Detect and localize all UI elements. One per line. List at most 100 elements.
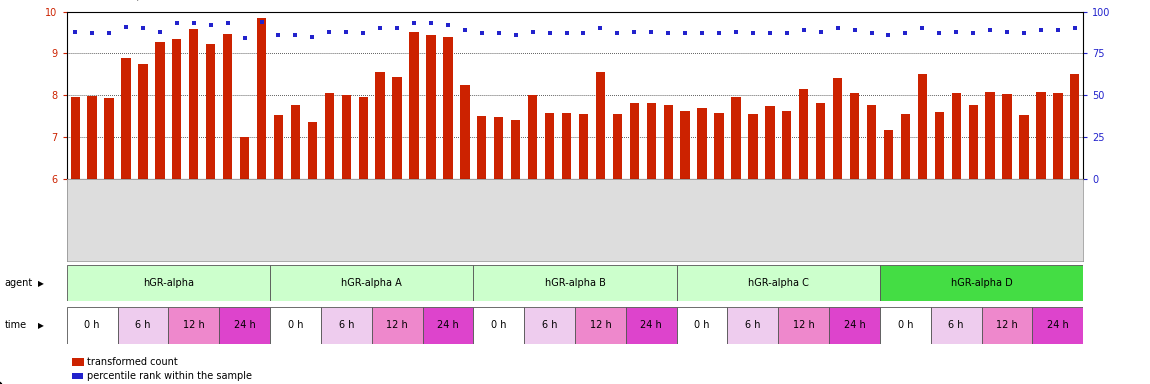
- Text: 0 h: 0 h: [84, 320, 100, 331]
- Text: 6 h: 6 h: [949, 320, 964, 331]
- Point: [523, 28, 542, 35]
- Point: [710, 30, 728, 36]
- Text: hGR-alpha C: hGR-alpha C: [748, 278, 808, 288]
- Bar: [1053, 93, 1063, 179]
- Point: [304, 33, 322, 40]
- Bar: [460, 85, 469, 179]
- Bar: [324, 93, 333, 179]
- Bar: [930, 307, 982, 344]
- Bar: [321, 307, 371, 344]
- Bar: [168, 307, 220, 344]
- Text: ▶: ▶: [38, 279, 44, 288]
- Point: [422, 20, 440, 26]
- Bar: [1003, 94, 1012, 179]
- Point: [269, 32, 288, 38]
- Bar: [206, 44, 215, 179]
- Point: [795, 27, 813, 33]
- Bar: [880, 265, 1083, 301]
- Point: [490, 30, 508, 36]
- Bar: [646, 103, 656, 179]
- Bar: [256, 18, 266, 179]
- Bar: [697, 108, 707, 179]
- Point: [981, 27, 999, 33]
- Point: [286, 32, 305, 38]
- Point: [608, 30, 627, 36]
- Text: 6 h: 6 h: [745, 320, 760, 331]
- Bar: [308, 122, 317, 179]
- Bar: [562, 113, 572, 179]
- Bar: [122, 58, 131, 179]
- Point: [66, 28, 84, 35]
- Text: hGR-alpha A: hGR-alpha A: [342, 278, 402, 288]
- Text: 24 h: 24 h: [1046, 320, 1068, 331]
- Bar: [70, 97, 79, 179]
- Point: [727, 28, 745, 35]
- Text: 24 h: 24 h: [233, 320, 255, 331]
- Point: [1049, 27, 1067, 33]
- Bar: [443, 37, 453, 179]
- Point: [455, 27, 474, 33]
- Point: [574, 30, 592, 36]
- Text: 0 h: 0 h: [898, 320, 913, 331]
- Bar: [918, 74, 927, 179]
- Bar: [138, 64, 147, 179]
- Point: [201, 22, 220, 28]
- Bar: [427, 35, 436, 179]
- Text: 0 h: 0 h: [288, 320, 304, 331]
- Bar: [240, 137, 250, 179]
- Bar: [664, 105, 673, 179]
- Point: [642, 28, 660, 35]
- Bar: [799, 89, 808, 179]
- Point: [828, 25, 846, 31]
- Text: agent: agent: [5, 278, 33, 288]
- Point: [100, 30, 118, 36]
- Point: [659, 30, 677, 36]
- Bar: [220, 307, 270, 344]
- Text: ▶: ▶: [38, 321, 44, 330]
- Text: 12 h: 12 h: [792, 320, 814, 331]
- Bar: [189, 30, 199, 179]
- Bar: [359, 97, 368, 179]
- Point: [777, 30, 796, 36]
- Point: [439, 22, 458, 28]
- Bar: [968, 106, 978, 179]
- Bar: [371, 307, 422, 344]
- Text: percentile rank within the sample: percentile rank within the sample: [87, 371, 252, 381]
- Text: GDS3432 / 1555: GDS3432 / 1555: [78, 0, 175, 2]
- Bar: [626, 307, 676, 344]
- Point: [506, 32, 524, 38]
- Text: 6 h: 6 h: [338, 320, 354, 331]
- Point: [880, 32, 898, 38]
- Text: 12 h: 12 h: [996, 320, 1018, 331]
- Bar: [575, 307, 626, 344]
- Bar: [155, 42, 164, 179]
- Point: [692, 30, 711, 36]
- Point: [998, 28, 1017, 35]
- Bar: [474, 307, 524, 344]
- Bar: [833, 78, 842, 179]
- Point: [744, 30, 762, 36]
- Bar: [676, 307, 728, 344]
- Bar: [409, 32, 419, 179]
- Bar: [1036, 92, 1045, 179]
- Text: 12 h: 12 h: [386, 320, 408, 331]
- Bar: [545, 113, 554, 179]
- Point: [337, 28, 355, 35]
- Text: 6 h: 6 h: [136, 320, 151, 331]
- Bar: [630, 103, 639, 179]
- Point: [558, 30, 576, 36]
- Text: 24 h: 24 h: [641, 320, 662, 331]
- Bar: [829, 307, 880, 344]
- Bar: [728, 307, 779, 344]
- Bar: [392, 77, 401, 179]
- Point: [218, 20, 237, 26]
- Bar: [681, 111, 690, 179]
- Point: [626, 28, 644, 35]
- Point: [151, 28, 169, 35]
- Text: hGR-alpha B: hGR-alpha B: [545, 278, 605, 288]
- Bar: [867, 105, 876, 179]
- Point: [83, 30, 101, 36]
- Bar: [474, 265, 676, 301]
- Point: [676, 30, 695, 36]
- Bar: [291, 105, 300, 179]
